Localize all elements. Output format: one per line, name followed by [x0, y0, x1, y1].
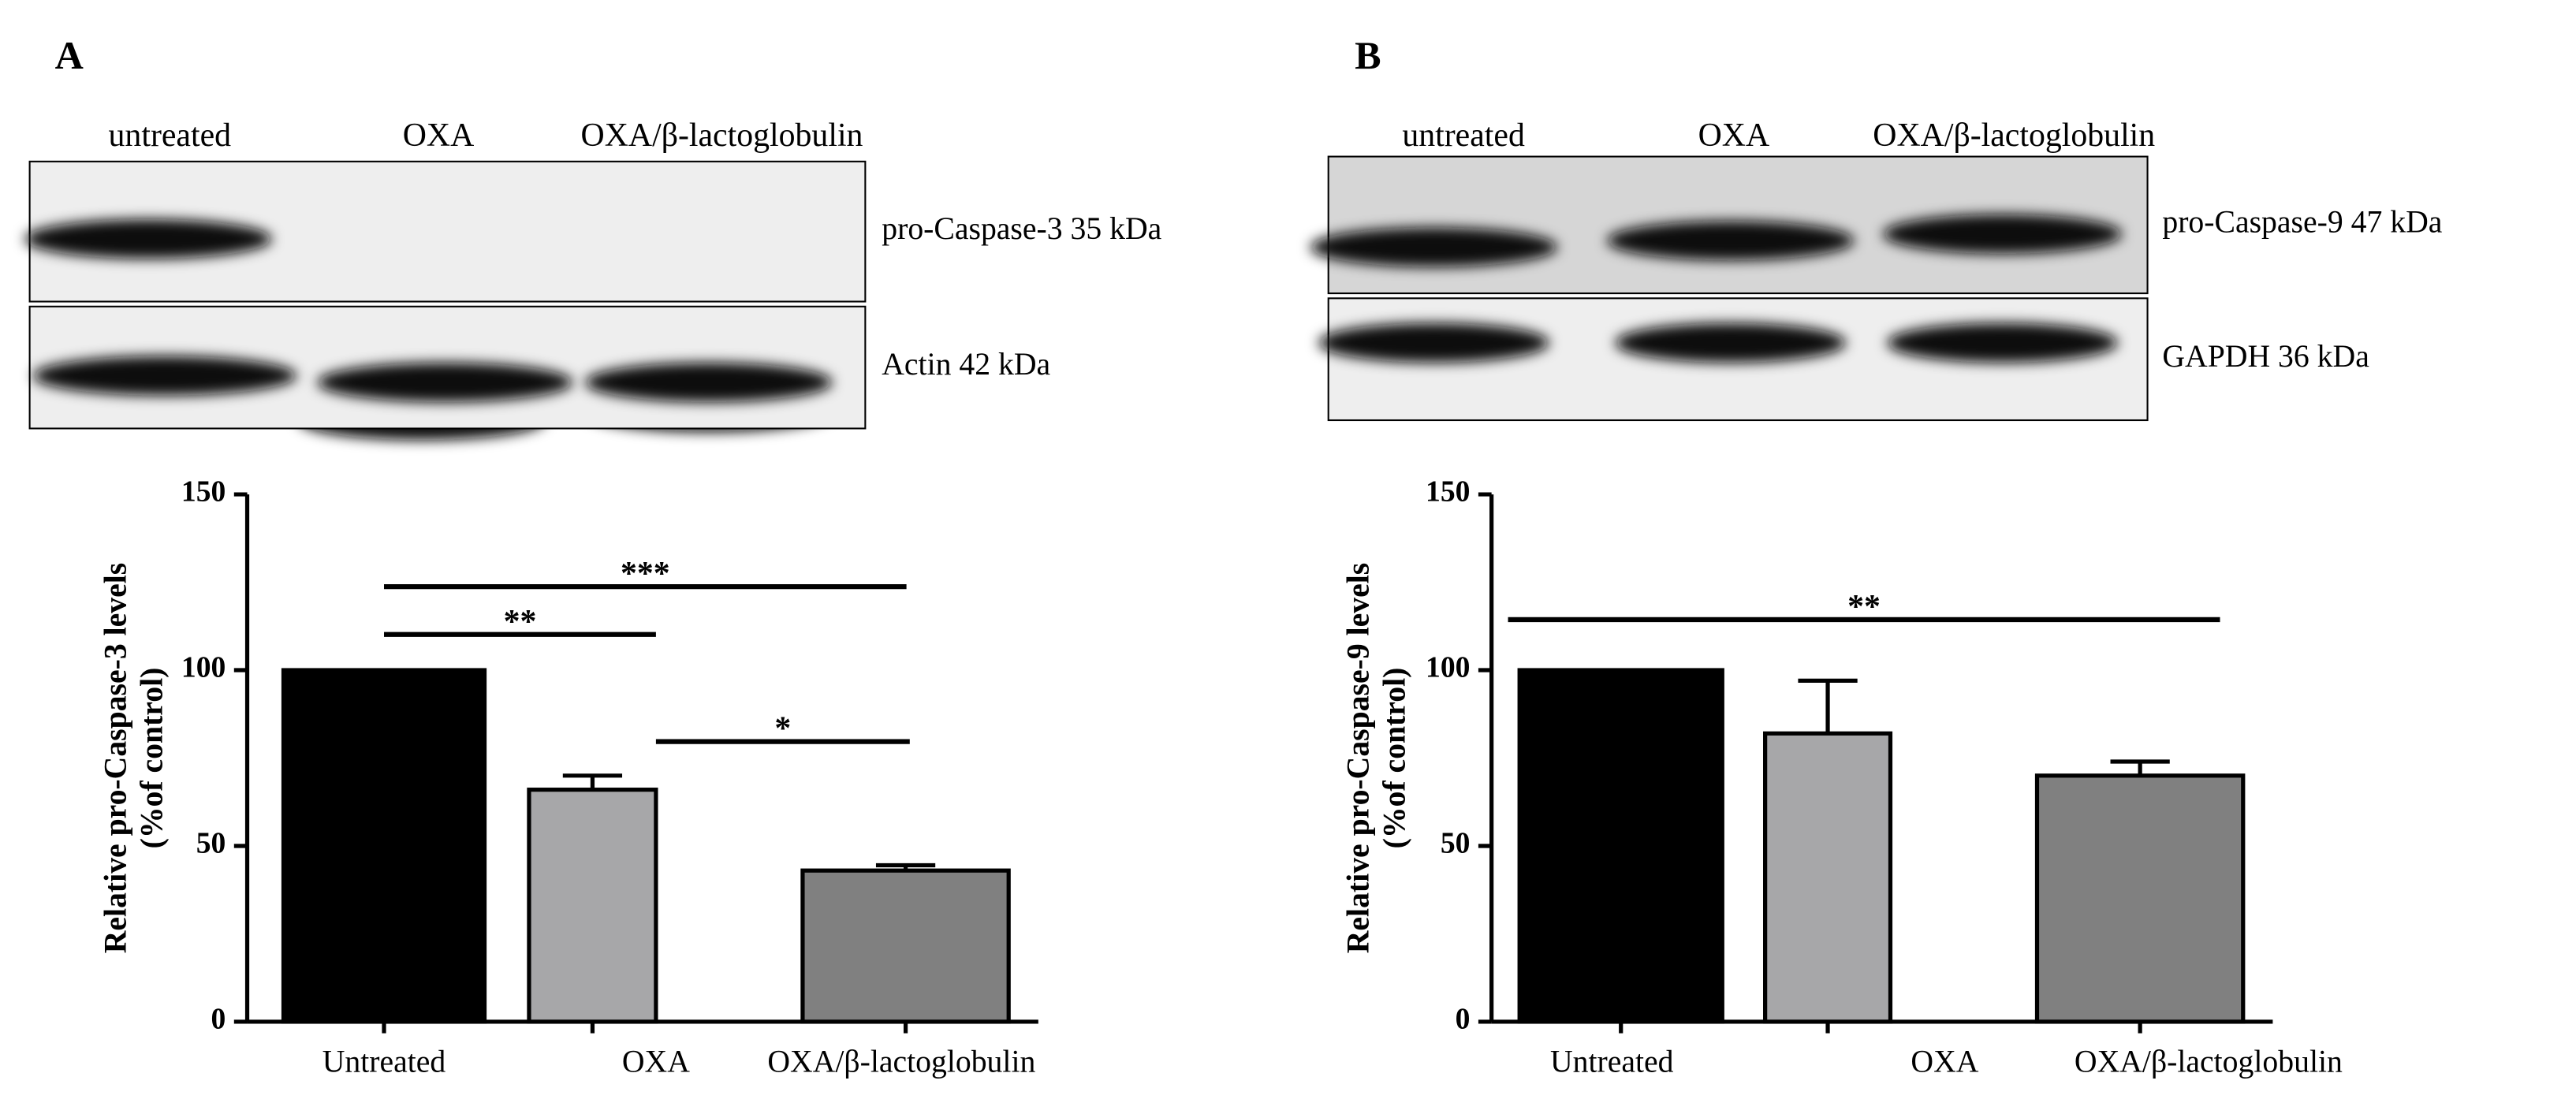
- blot-band: [317, 362, 573, 403]
- y-axis-title: Relative pro-Caspase-3 levels: [99, 563, 133, 953]
- bar: [281, 668, 487, 1024]
- blot-row-label: Actin 42 kDa: [882, 347, 1050, 382]
- blot-band: [24, 219, 272, 259]
- y-axis-title: Relative pro-Caspase-9 levels: [1341, 563, 1376, 953]
- blot-band: [585, 362, 833, 403]
- blot-band: [1318, 322, 1549, 363]
- blot-lane-label: untreated: [109, 117, 232, 154]
- y-tick-label: 50: [1441, 827, 1471, 860]
- y-tick-label: 150: [181, 475, 226, 509]
- y-axis-title: (%of control): [135, 668, 170, 849]
- blot-row-label: GAPDH 36 kDa: [2162, 339, 2369, 374]
- significance-label: **: [1847, 589, 1881, 625]
- panel-label: A: [55, 33, 84, 77]
- blot-row-label: pro-Caspase-9 47 kDa: [2162, 204, 2442, 239]
- y-tick-label: 100: [1426, 651, 1470, 684]
- y-tick-label: 50: [196, 827, 226, 860]
- significance-label: *: [774, 711, 791, 747]
- x-tick-label: Untreated: [1550, 1044, 1674, 1079]
- bar: [1517, 668, 1724, 1024]
- blot-band: [32, 356, 297, 396]
- blot-band: [1883, 214, 2123, 254]
- bar: [527, 788, 658, 1024]
- y-tick-label: 0: [1456, 1003, 1471, 1036]
- bar: [2034, 773, 2246, 1024]
- y-axis-title: (%of control): [1377, 668, 1412, 849]
- panel-label: B: [1355, 33, 1381, 77]
- blot-band: [1615, 322, 1847, 363]
- x-tick-label: OXA: [622, 1044, 690, 1079]
- blot-band: [1606, 221, 1855, 261]
- blot-row-label: pro-Caspase-3 35 kDa: [882, 211, 1161, 246]
- x-tick-label: OXA/β-lactoglobulin: [767, 1044, 1035, 1079]
- x-tick-label: OXA/β-lactoglobulin: [2075, 1044, 2343, 1079]
- y-tick-label: 150: [1426, 475, 1470, 509]
- blot-lane-label: OXA: [1698, 117, 1770, 154]
- blot-lane-label: OXA: [403, 117, 475, 154]
- blot-lane-label: OXA/β-lactoglobulin: [1873, 117, 2155, 154]
- significance-label: **: [504, 604, 537, 640]
- x-tick-label: Untreated: [322, 1044, 446, 1079]
- y-axis-label: Relative pro-Caspase-9 levels (%of contro…: [1341, 563, 1412, 953]
- y-axis-label: Relative pro-Caspase-3 levels (%of contro…: [99, 563, 170, 953]
- bar: [800, 868, 1011, 1024]
- blot-lane-label: OXA/β-lactoglobulin: [581, 117, 863, 154]
- blot-band: [1310, 227, 1558, 267]
- y-tick-label: 100: [181, 651, 226, 684]
- blot-band: [1887, 322, 2118, 363]
- significance-label: ***: [621, 556, 670, 592]
- y-tick-label: 0: [211, 1003, 226, 1036]
- blot-lane-label: untreated: [1402, 117, 1525, 154]
- x-tick-label: OXA: [1911, 1044, 1978, 1079]
- bar: [1763, 731, 1893, 1024]
